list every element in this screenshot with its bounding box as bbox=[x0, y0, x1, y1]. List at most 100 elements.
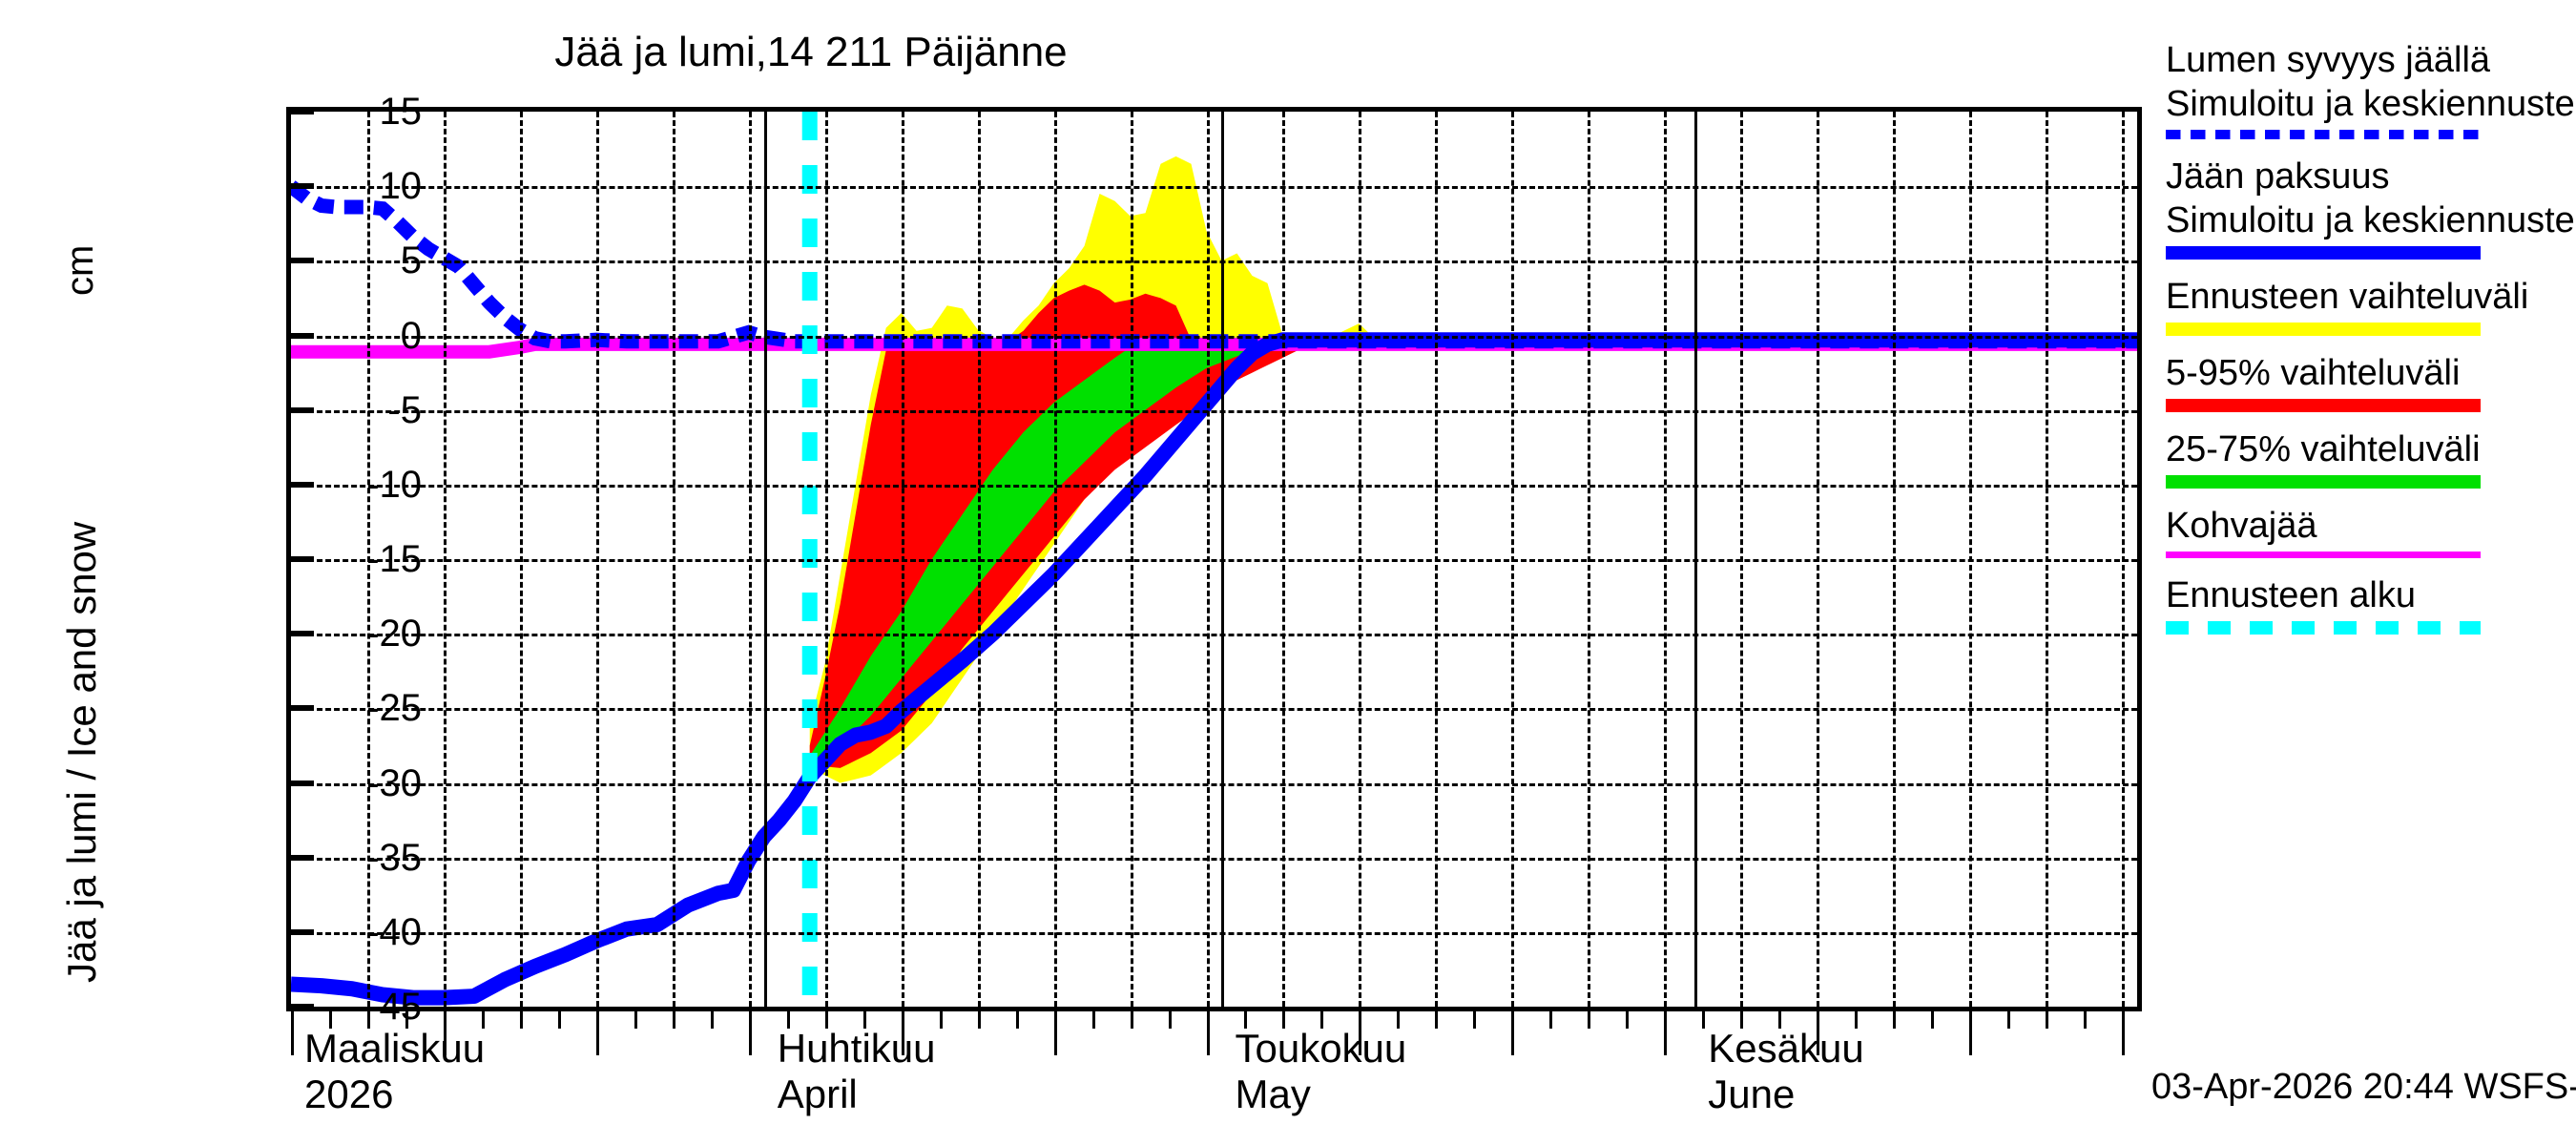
y-axis-tick-mark bbox=[291, 780, 314, 786]
legend-item-swatch bbox=[2166, 552, 2481, 558]
band-00e000 bbox=[809, 341, 1405, 765]
x-axis-tick-minor bbox=[1778, 1011, 1782, 1029]
x-axis-tick-major bbox=[901, 1011, 904, 1055]
legend-item-swatch bbox=[2166, 130, 2481, 139]
y-axis-tick-mark bbox=[291, 705, 314, 712]
x-axis-tick-minor bbox=[1130, 1011, 1133, 1029]
legend-item-title: 25-75% vaihteluväli bbox=[2166, 429, 2481, 469]
x-axis-tick-minor bbox=[405, 1011, 408, 1029]
x-axis-tick-minor bbox=[672, 1011, 675, 1029]
legend-item[interactable]: Kohvajää bbox=[2166, 504, 2566, 558]
y-axis-tick-label: 10 bbox=[379, 165, 423, 208]
x-axis-tick-major bbox=[1969, 1011, 1973, 1055]
x-axis-month-label-en: May bbox=[1235, 1072, 1311, 1116]
y-axis-tick-label: -15 bbox=[366, 538, 422, 580]
x-axis-tick-minor bbox=[1091, 1011, 1095, 1029]
x-axis-tick-major bbox=[1053, 1011, 1057, 1055]
legend-item[interactable]: Jään paksuus Simuloitu ja keskiennuste bbox=[2166, 155, 2575, 260]
x-axis-tick-minor bbox=[328, 1011, 332, 1029]
x-axis-tick-major bbox=[1206, 1011, 1210, 1055]
y-axis-tick-mark bbox=[291, 928, 314, 935]
x-axis-tick-minor bbox=[977, 1011, 981, 1029]
legend-item-swatch bbox=[2166, 621, 2481, 635]
x-axis-tick-major bbox=[1817, 1011, 1820, 1055]
x-axis-tick-minor bbox=[1244, 1011, 1248, 1029]
chart-canvas bbox=[291, 112, 2137, 1007]
plot-inner bbox=[291, 112, 2137, 1007]
x-axis-tick-minor bbox=[634, 1011, 637, 1029]
legend-item-swatch bbox=[2166, 475, 2481, 489]
x-axis-tick-minor bbox=[1588, 1011, 1591, 1029]
x-axis-tick-minor bbox=[824, 1011, 828, 1029]
x-axis-tick-major bbox=[443, 1011, 447, 1055]
y-axis-tick-label: -30 bbox=[366, 761, 422, 804]
x-axis-tick-minor bbox=[1473, 1011, 1477, 1029]
x-axis-tick-minor bbox=[1855, 1011, 1859, 1029]
y-axis-tick-label: -5 bbox=[387, 388, 422, 431]
x-axis-month-label-en: June bbox=[1708, 1072, 1796, 1116]
x-axis-tick-minor bbox=[1435, 1011, 1439, 1029]
x-axis-tick-minor bbox=[1931, 1011, 1935, 1029]
y-axis-tick-mark bbox=[291, 332, 314, 339]
x-axis-tick-minor bbox=[557, 1011, 561, 1029]
x-axis-tick-major bbox=[1359, 1011, 1362, 1055]
x-axis-tick-major bbox=[2122, 1011, 2125, 1055]
y-axis-tick-label: 5 bbox=[400, 239, 422, 282]
legend-item-subtitle: Simuloitu ja keskiennuste bbox=[2166, 84, 2575, 124]
legend-item-swatch bbox=[2166, 246, 2481, 260]
x-axis-tick-minor bbox=[1893, 1011, 1897, 1029]
y-axis-tick-label: -40 bbox=[366, 910, 422, 953]
plot-area bbox=[286, 107, 2142, 1011]
x-axis-month-label-fi: Huhtikuu bbox=[777, 1026, 936, 1071]
y-axis-tick-mark bbox=[291, 631, 314, 637]
x-axis-tick-minor bbox=[1549, 1011, 1553, 1029]
legend-item-title: Jään paksuus bbox=[2166, 156, 2390, 197]
x-axis-month-label-en: April bbox=[777, 1072, 858, 1116]
x-axis-month-label: Huhtikuu April bbox=[778, 1026, 936, 1117]
x-axis-tick-minor bbox=[786, 1011, 790, 1029]
y-axis-tick-mark bbox=[291, 481, 314, 488]
page-title: Jää ja lumi,14 211 Päijänne bbox=[554, 29, 1068, 75]
x-axis-month-label: Maaliskuu 2026 bbox=[304, 1026, 485, 1117]
legend-item[interactable]: 25-75% vaihteluväli bbox=[2166, 427, 2566, 489]
x-axis-tick-minor bbox=[481, 1011, 485, 1029]
x-axis-tick-minor bbox=[1702, 1011, 1706, 1029]
y-axis-tick-mark bbox=[291, 183, 314, 190]
x-axis-month-label-fi: Toukokuu bbox=[1235, 1026, 1407, 1071]
legend-item[interactable]: Ennusteen alku bbox=[2166, 573, 2566, 635]
legend-item[interactable]: Lumen syvyys jäällä Simuloitu ja keskienn… bbox=[2166, 38, 2575, 139]
x-axis-tick-minor bbox=[939, 1011, 943, 1029]
y-axis-title: Jää ja lumi / Ice and snow bbox=[59, 521, 104, 983]
legend-item-title: Ennusteen vaihteluväli bbox=[2166, 277, 2529, 317]
series-ice-thickness bbox=[291, 332, 2137, 1006]
x-axis-tick-minor bbox=[2046, 1011, 2049, 1029]
x-axis-tick-minor bbox=[862, 1011, 866, 1029]
x-axis-tick-major bbox=[595, 1011, 599, 1055]
x-axis-month-label-en: 2026 bbox=[304, 1072, 394, 1116]
y-axis-tick-mark bbox=[291, 258, 314, 264]
legend-item[interactable]: Ennusteen vaihteluväli bbox=[2166, 275, 2566, 336]
y-axis-unit: cm bbox=[59, 244, 101, 296]
y-axis-tick-mark bbox=[291, 854, 314, 861]
x-axis-tick-minor bbox=[1320, 1011, 1324, 1029]
y-axis-tick-label: -35 bbox=[366, 836, 422, 879]
legend-item-swatch bbox=[2166, 399, 2481, 412]
x-axis-tick-minor bbox=[1168, 1011, 1172, 1029]
x-axis-tick-minor bbox=[1282, 1011, 1286, 1029]
x-axis-tick-minor bbox=[2084, 1011, 2088, 1029]
x-axis-tick-major bbox=[1664, 1011, 1668, 1055]
legend-item-title: Lumen syvyys jäällä bbox=[2166, 40, 2491, 80]
y-axis-tick-label: 15 bbox=[379, 91, 423, 133]
y-axis-tick-label: -25 bbox=[366, 687, 422, 730]
y-axis-tick-label: -10 bbox=[366, 463, 422, 506]
x-axis-tick-minor bbox=[1740, 1011, 1744, 1029]
chart-legend: Lumen syvyys jäällä Simuloitu ja keskienn… bbox=[2166, 38, 2575, 650]
band-ff0000 bbox=[809, 284, 1405, 768]
x-axis-month-label: Kesäkuu June bbox=[1708, 1026, 1863, 1117]
y-axis-tick-label: -20 bbox=[366, 613, 422, 656]
legend-item-subtitle: Simuloitu ja keskiennuste bbox=[2166, 200, 2575, 240]
y-axis-tick-label: -45 bbox=[366, 986, 422, 1028]
legend-item[interactable]: 5-95% vaihteluväli bbox=[2166, 351, 2566, 412]
x-axis-month-label-fi: Kesäkuu bbox=[1708, 1026, 1864, 1071]
